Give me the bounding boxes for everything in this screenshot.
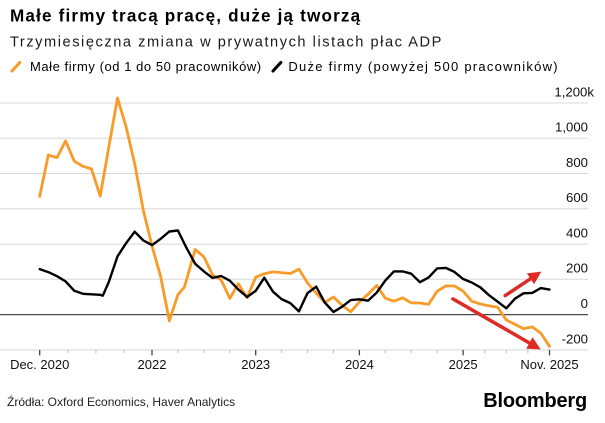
svg-text:Dec. 2020: Dec. 2020: [10, 357, 69, 372]
svg-text:2023: 2023: [241, 357, 270, 372]
svg-text:200: 200: [566, 261, 588, 276]
svg-text:Małe firmy tracą pracę, duże j: Małe firmy tracą pracę, duże ją tworzą: [10, 6, 361, 25]
svg-text:Duże firmy (powyżej 500 pracow: Duże firmy (powyżej 500 pracowników): [288, 59, 558, 74]
svg-text:800: 800: [566, 155, 588, 170]
svg-text:2022: 2022: [138, 357, 167, 372]
svg-text:Bloomberg: Bloomberg: [483, 390, 587, 412]
svg-text:1,200k: 1,200k: [554, 84, 594, 99]
svg-text:1,000: 1,000: [555, 120, 588, 135]
svg-text:2025: 2025: [449, 357, 478, 372]
svg-text:Nov. 2025: Nov. 2025: [520, 357, 578, 372]
svg-text:0: 0: [581, 296, 588, 311]
svg-text:Trzymiesięczna zmiana w prywat: Trzymiesięczna zmiana w prywatnych lista…: [10, 34, 443, 50]
svg-text:Małe firmy (od 1 do 50 pracown: Małe firmy (od 1 do 50 pracowników): [30, 59, 262, 74]
svg-text:400: 400: [566, 226, 588, 241]
svg-text:600: 600: [566, 190, 588, 205]
svg-text:2024: 2024: [345, 357, 374, 372]
svg-text:-200: -200: [562, 331, 588, 346]
svg-text:Źródła: Oxford Economics, Have: Źródła: Oxford Economics, Haver Analytic…: [7, 394, 235, 409]
